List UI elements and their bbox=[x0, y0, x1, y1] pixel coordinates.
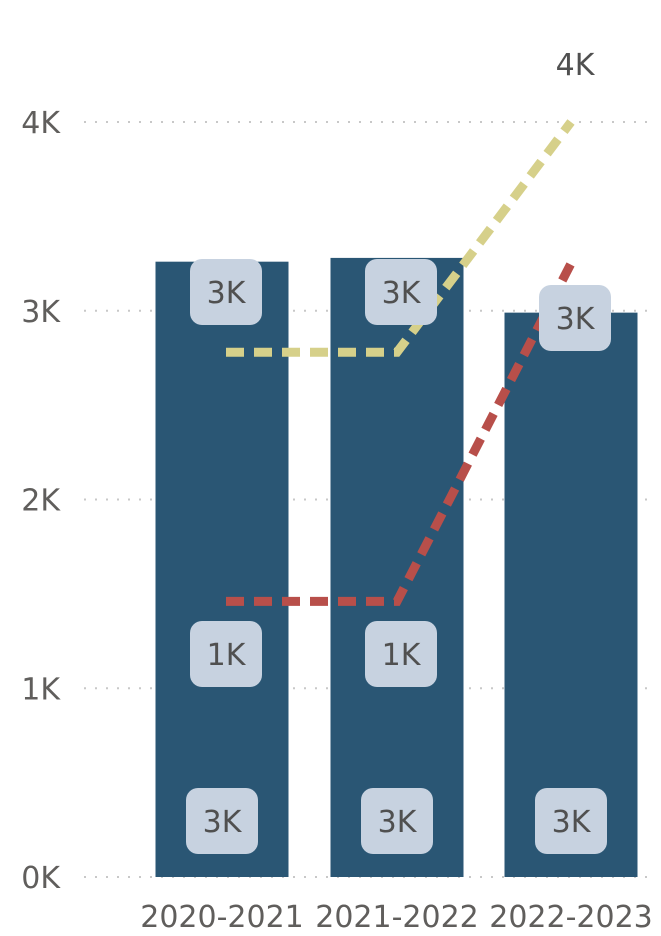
data-label-text: 3K bbox=[203, 805, 243, 840]
bar-base-label: 3K bbox=[186, 788, 258, 854]
line-2-data-label: 1K bbox=[190, 621, 262, 687]
data-label-text: 3K bbox=[552, 805, 592, 840]
data-label-text: 3K bbox=[378, 805, 418, 840]
data-label-box bbox=[190, 621, 262, 687]
y-tick-label: 4K bbox=[21, 106, 61, 141]
line-series bbox=[226, 119, 576, 606]
data-label-box bbox=[535, 788, 607, 854]
y-tick-label: 3K bbox=[21, 295, 61, 330]
data-label-box bbox=[539, 285, 611, 351]
data-label-text: 3K bbox=[382, 276, 422, 311]
line-1-data-label: 3K bbox=[190, 259, 262, 325]
data-label-text: 1K bbox=[207, 638, 247, 673]
data-labels: 3K 3K 4K 1K 1K 3K 3K 3K 3K bbox=[186, 48, 611, 854]
x-tick-label: 2021-2022 bbox=[315, 900, 479, 935]
y-tick-label: 2K bbox=[21, 484, 61, 519]
data-label-text: 3K bbox=[556, 302, 596, 337]
data-label-box bbox=[186, 788, 258, 854]
bar bbox=[504, 312, 638, 877]
data-label-text: 3K bbox=[207, 276, 247, 311]
bar bbox=[330, 257, 464, 877]
data-label-box bbox=[365, 259, 437, 325]
data-label-box bbox=[361, 788, 433, 854]
bar-base-label: 3K bbox=[361, 788, 433, 854]
data-label-text: 4K bbox=[556, 48, 596, 83]
x-tick-label: 2022-2023 bbox=[489, 900, 653, 935]
data-label-box bbox=[365, 621, 437, 687]
line-1-data-label: 4K bbox=[556, 48, 596, 83]
x-axis-ticks: 2020-2021 2021-2022 2022-2023 bbox=[140, 900, 653, 935]
bar bbox=[155, 261, 289, 877]
line-2-data-label: 1K bbox=[365, 621, 437, 687]
bar-base-label: 3K bbox=[535, 788, 607, 854]
y-tick-label: 0K bbox=[21, 861, 61, 896]
y-tick-label: 1K bbox=[21, 672, 61, 707]
line-2-data-label: 3K bbox=[539, 285, 611, 351]
line-series-path bbox=[226, 119, 575, 357]
bar-series bbox=[155, 257, 638, 877]
data-label-box bbox=[190, 259, 262, 325]
y-axis-ticks: 0K 1K 2K 3K 4K bbox=[21, 106, 61, 896]
data-label-text: 1K bbox=[382, 638, 422, 673]
line-1-data-label: 3K bbox=[365, 259, 437, 325]
line-series-path bbox=[226, 261, 576, 606]
x-tick-label: 2020-2021 bbox=[140, 900, 304, 935]
